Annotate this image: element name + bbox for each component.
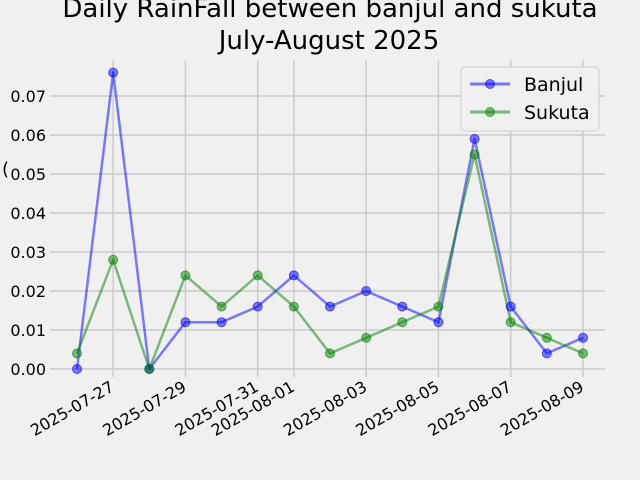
data-point-sukuta [397,317,408,328]
y-tick-label: 0.04 [10,204,46,223]
legend-sukuta-label: Sukuta [524,102,590,124]
data-point-banjul [541,348,552,359]
data-point-sukuta [505,317,516,328]
y-axis-label-fragment: ( [2,159,9,180]
legend: Banjul Sukuta [460,66,600,132]
data-point-sukuta [288,301,299,312]
data-point-banjul [108,67,119,78]
data-point-banjul [505,301,516,312]
data-point-sukuta [469,149,480,160]
series-layer [72,67,588,374]
data-point-banjul [325,301,335,312]
data-point-sukuta [216,301,227,312]
data-point-banjul [252,301,263,312]
y-tick-label: 0.01 [10,321,46,340]
data-point-sukuta [180,270,191,281]
data-point-sukuta [433,301,444,312]
x-axis-ticks: 2025-07-272025-07-292025-07-312025-08-01… [27,377,587,440]
y-tick-label: 0.02 [10,282,46,301]
data-point-banjul [361,286,372,296]
y-axis-ticks: 0.00 0.01 0.02 0.03 0.04 0.05 0.06 0.07 [10,87,46,379]
data-point-sukuta [144,364,155,374]
data-point-sukuta [108,254,119,265]
data-point-banjul [216,317,227,328]
chart-title-line-2: July-August 2025 [217,26,440,56]
data-point-sukuta [252,270,263,281]
data-point-banjul [433,317,444,328]
data-point-sukuta [578,348,588,359]
y-tick-label: 0.03 [10,243,46,262]
data-point-banjul [578,332,588,343]
legend-sukuta-marker [485,107,495,117]
chart-title-line-1: Daily RainFall between banjul and sukuta [62,0,597,24]
data-point-banjul [469,133,480,144]
legend-banjul-marker [485,79,495,89]
y-tick-label: 0.05 [10,165,46,184]
data-point-banjul [397,301,408,312]
legend-banjul-label: Banjul [524,74,583,96]
y-tick-label: 0.07 [10,87,46,106]
y-tick-label: 0.06 [10,126,46,145]
data-point-sukuta [361,332,372,343]
data-point-banjul [288,270,299,281]
series-line-sukuta [75,153,584,371]
data-point-sukuta [72,348,82,359]
data-point-banjul [180,317,191,328]
data-point-banjul [72,364,82,374]
y-tick-label: 0.00 [10,360,46,379]
data-point-sukuta [541,332,552,343]
data-point-sukuta [325,348,335,359]
